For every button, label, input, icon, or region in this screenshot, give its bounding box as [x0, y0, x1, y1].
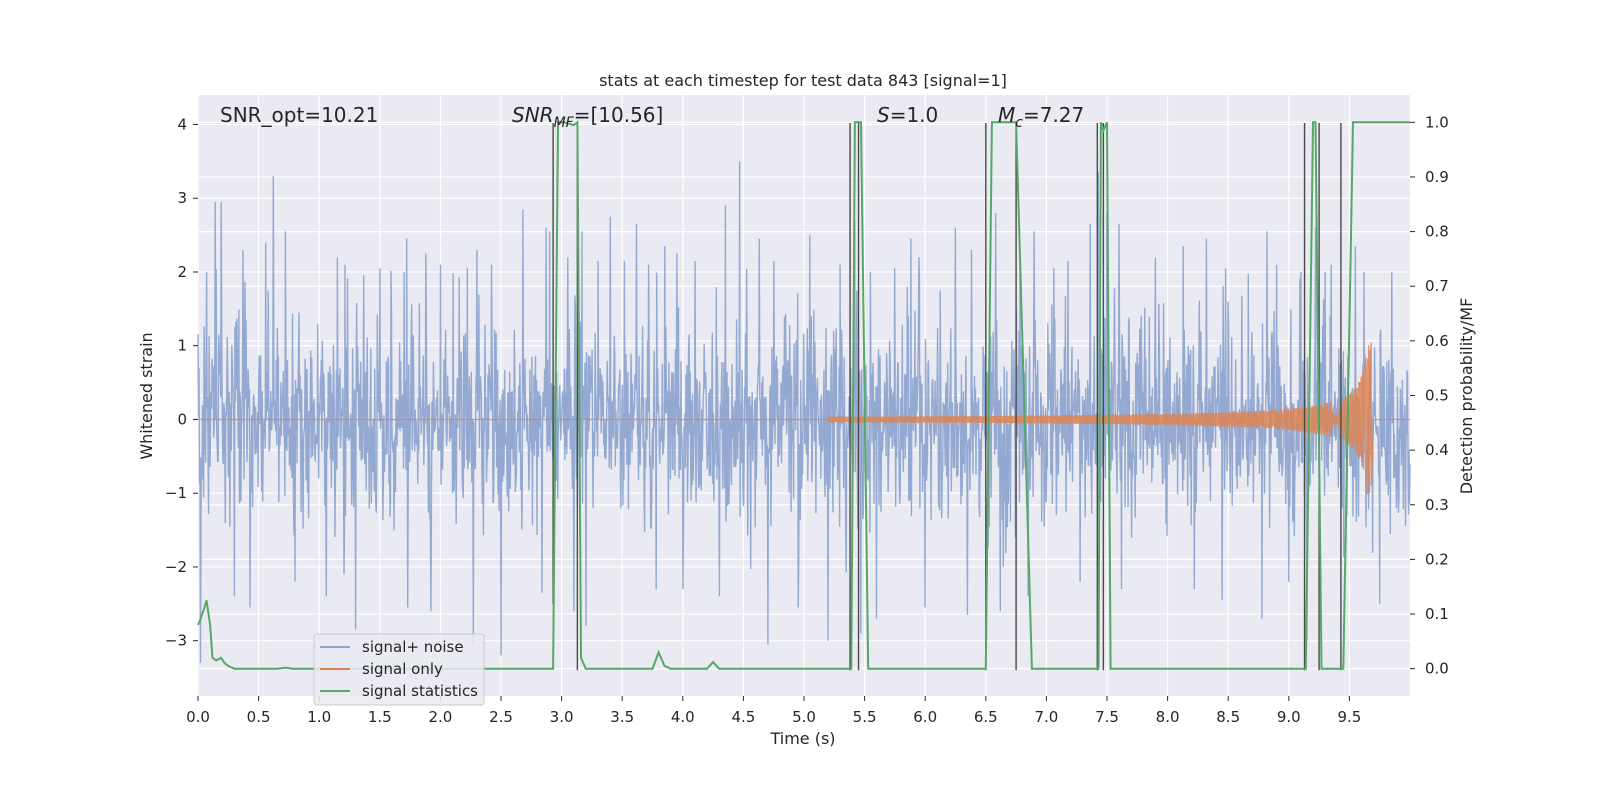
x-tick-label-16: 8.0 — [1156, 708, 1180, 726]
y2-tick-label-10: 1.0 — [1425, 113, 1449, 131]
y-tick-label-3: 0 — [177, 410, 187, 428]
y2-tick-label-9: 0.9 — [1425, 168, 1449, 186]
x-tick-label-9: 4.5 — [731, 708, 755, 726]
y2-tick-labels: 0.0 0.1 0.2 0.3 0.4 0.5 0.6 0.7 0.8 0.9 1.0 — [1410, 113, 1449, 678]
legend-label-signal: signal only — [362, 660, 443, 678]
x-axis-label: Time (s) — [769, 729, 835, 748]
y-tick-label-6: 3 — [177, 189, 187, 207]
y-axis-label: Whitened strain — [137, 332, 156, 459]
annotation-mc-symbol: M — [998, 103, 1015, 127]
x-tick-label-17: 8.5 — [1216, 708, 1240, 726]
y2-tick-label-2: 0.2 — [1425, 550, 1449, 568]
x-tick-label-15: 7.5 — [1095, 708, 1119, 726]
y2-tick-label-1: 0.1 — [1425, 605, 1449, 623]
x-tick-label-8: 4.0 — [671, 708, 695, 726]
y-tick-label-0: −3 — [165, 632, 187, 650]
annotation-s: S=1.0 — [877, 103, 938, 127]
y2-tick-label-6: 0.6 — [1425, 332, 1449, 350]
signal-noise-line — [197, 161, 1411, 663]
legend-label-stats: signal statistics — [362, 682, 478, 700]
signal-statistics-line — [197, 120, 1410, 670]
x-tick-label-7: 3.5 — [610, 708, 634, 726]
annotation-s-value: =1.0 — [890, 103, 939, 127]
x-tick-label-4: 2.0 — [428, 708, 452, 726]
x-tick-label-10: 5.0 — [792, 708, 816, 726]
x-tick-label-1: 0.5 — [247, 708, 271, 726]
y-tick-label-2: −1 — [165, 484, 187, 502]
y2-tick-label-0: 0.0 — [1425, 660, 1449, 678]
signal-noise-series — [197, 161, 1411, 663]
annotation-snr-mf: SNRMF=[10.56] — [512, 103, 663, 131]
annotation-snr-opt: SNR_opt=10.21 — [220, 103, 378, 127]
legend-box — [313, 633, 485, 706]
y2-tick-label-3: 0.3 — [1425, 496, 1449, 514]
x-tick-labels: 0.0 0.5 1.0 1.5 2.0 2.5 3.0 3.5 4.0 4.5 5.0 5.5 6.0 6… — [186, 696, 1361, 726]
x-tick-label-0: 0.0 — [186, 708, 210, 726]
detection-vlines — [552, 123, 1342, 671]
annotation-snr-mf-value: =[10.56] — [574, 103, 664, 127]
y-tick-label-1: −2 — [165, 558, 187, 576]
x-tick-label-13: 6.5 — [974, 708, 998, 726]
annotation-s-symbol: S — [877, 103, 890, 127]
x-tick-label-19: 9.5 — [1337, 708, 1361, 726]
y2-tick-label-8: 0.8 — [1425, 223, 1449, 241]
annotation-mc-value: =7.27 — [1023, 103, 1084, 127]
signal-statistics-series — [197, 120, 1410, 670]
annotation-snr-mf-symbol: SNR — [512, 103, 554, 127]
y2-tick-label-7: 0.7 — [1425, 277, 1449, 295]
legend: signal+ noise signal only signal statist… — [313, 633, 485, 706]
y-tick-label-7: 4 — [177, 115, 187, 133]
x-tick-label-5: 2.5 — [489, 708, 513, 726]
y2-tick-label-4: 0.4 — [1425, 441, 1449, 459]
legend-label-noise: signal+ noise — [362, 638, 464, 656]
x-tick-label-11: 5.5 — [853, 708, 877, 726]
annotation-mc: Mc=7.27 — [998, 103, 1084, 131]
x-tick-label-6: 3.0 — [550, 708, 574, 726]
y2-tick-label-5: 0.5 — [1425, 387, 1449, 405]
y2-axis-label: Detection probability/MF — [1457, 298, 1476, 495]
chart-title: stats at each timestep for test data 843… — [599, 71, 1007, 90]
x-tick-label-18: 9.0 — [1277, 708, 1301, 726]
y-tick-label-5: 2 — [177, 263, 187, 281]
annotation-snr-mf-subscript: MF — [554, 115, 575, 131]
x-tick-label-12: 6.0 — [913, 708, 937, 726]
annotation-mc-subscript: c — [1015, 115, 1023, 131]
x-tick-label-3: 1.5 — [368, 708, 392, 726]
x-tick-label-2: 1.0 — [307, 708, 331, 726]
x-tick-label-14: 7.0 — [1034, 708, 1058, 726]
y-tick-labels: −3 −2 −1 0 1 2 3 4 — [165, 115, 198, 650]
y-tick-label-4: 1 — [177, 337, 187, 355]
